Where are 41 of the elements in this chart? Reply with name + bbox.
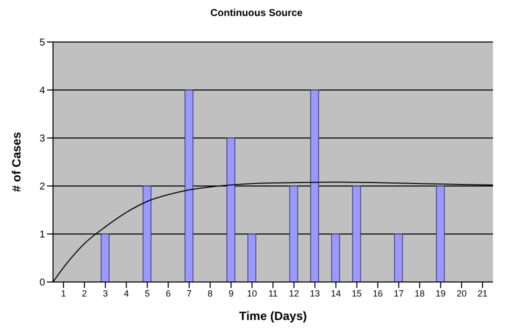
x-tick-label: 12 xyxy=(288,288,299,298)
bar xyxy=(352,186,361,282)
y-tick-label: 3 xyxy=(39,134,46,145)
bar xyxy=(184,90,194,282)
x-tick-label: 7 xyxy=(186,288,192,298)
x-tick-label: 18 xyxy=(414,288,425,298)
x-tick-label: 21 xyxy=(478,288,488,298)
x-tick-label: 16 xyxy=(372,288,383,298)
bar xyxy=(100,234,110,282)
x-tick-label: 14 xyxy=(330,288,341,298)
y-tick-label: 0 xyxy=(39,278,46,289)
bar xyxy=(142,186,152,282)
x-axis-title: Time (Days) xyxy=(239,309,307,323)
x-tick-label: 2 xyxy=(82,288,87,298)
x-tick-label: 9 xyxy=(228,288,234,298)
bar xyxy=(436,186,445,282)
x-tick-label: 20 xyxy=(456,288,467,298)
bar xyxy=(289,186,298,282)
x-tick-label: 11 xyxy=(268,288,278,298)
x-tick-label: 10 xyxy=(247,288,258,298)
bar xyxy=(394,234,403,282)
y-tick-label: 4 xyxy=(39,86,46,97)
x-tick-label: 1 xyxy=(60,288,66,298)
bar xyxy=(226,138,236,282)
x-tick-label: 3 xyxy=(102,288,108,298)
bar xyxy=(310,90,320,282)
x-tick-label: 6 xyxy=(166,288,171,298)
x-tick-label: 8 xyxy=(208,288,213,298)
x-tick-label: 15 xyxy=(352,288,362,298)
x-tick-label: 17 xyxy=(394,288,404,298)
y-tick-label: 5 xyxy=(39,38,46,49)
y-axis-title: # of Cases xyxy=(9,132,24,192)
x-tick-label: 13 xyxy=(310,288,320,298)
x-tick-label: 19 xyxy=(436,288,446,298)
y-tick-label: 2 xyxy=(39,182,46,193)
chart-title: Continuous Source xyxy=(209,8,304,21)
y-tick-label: 1 xyxy=(39,230,46,241)
bar xyxy=(247,234,256,282)
x-tick-label: 4 xyxy=(124,288,129,298)
x-tick-label: 5 xyxy=(144,288,150,298)
bar xyxy=(331,234,340,282)
